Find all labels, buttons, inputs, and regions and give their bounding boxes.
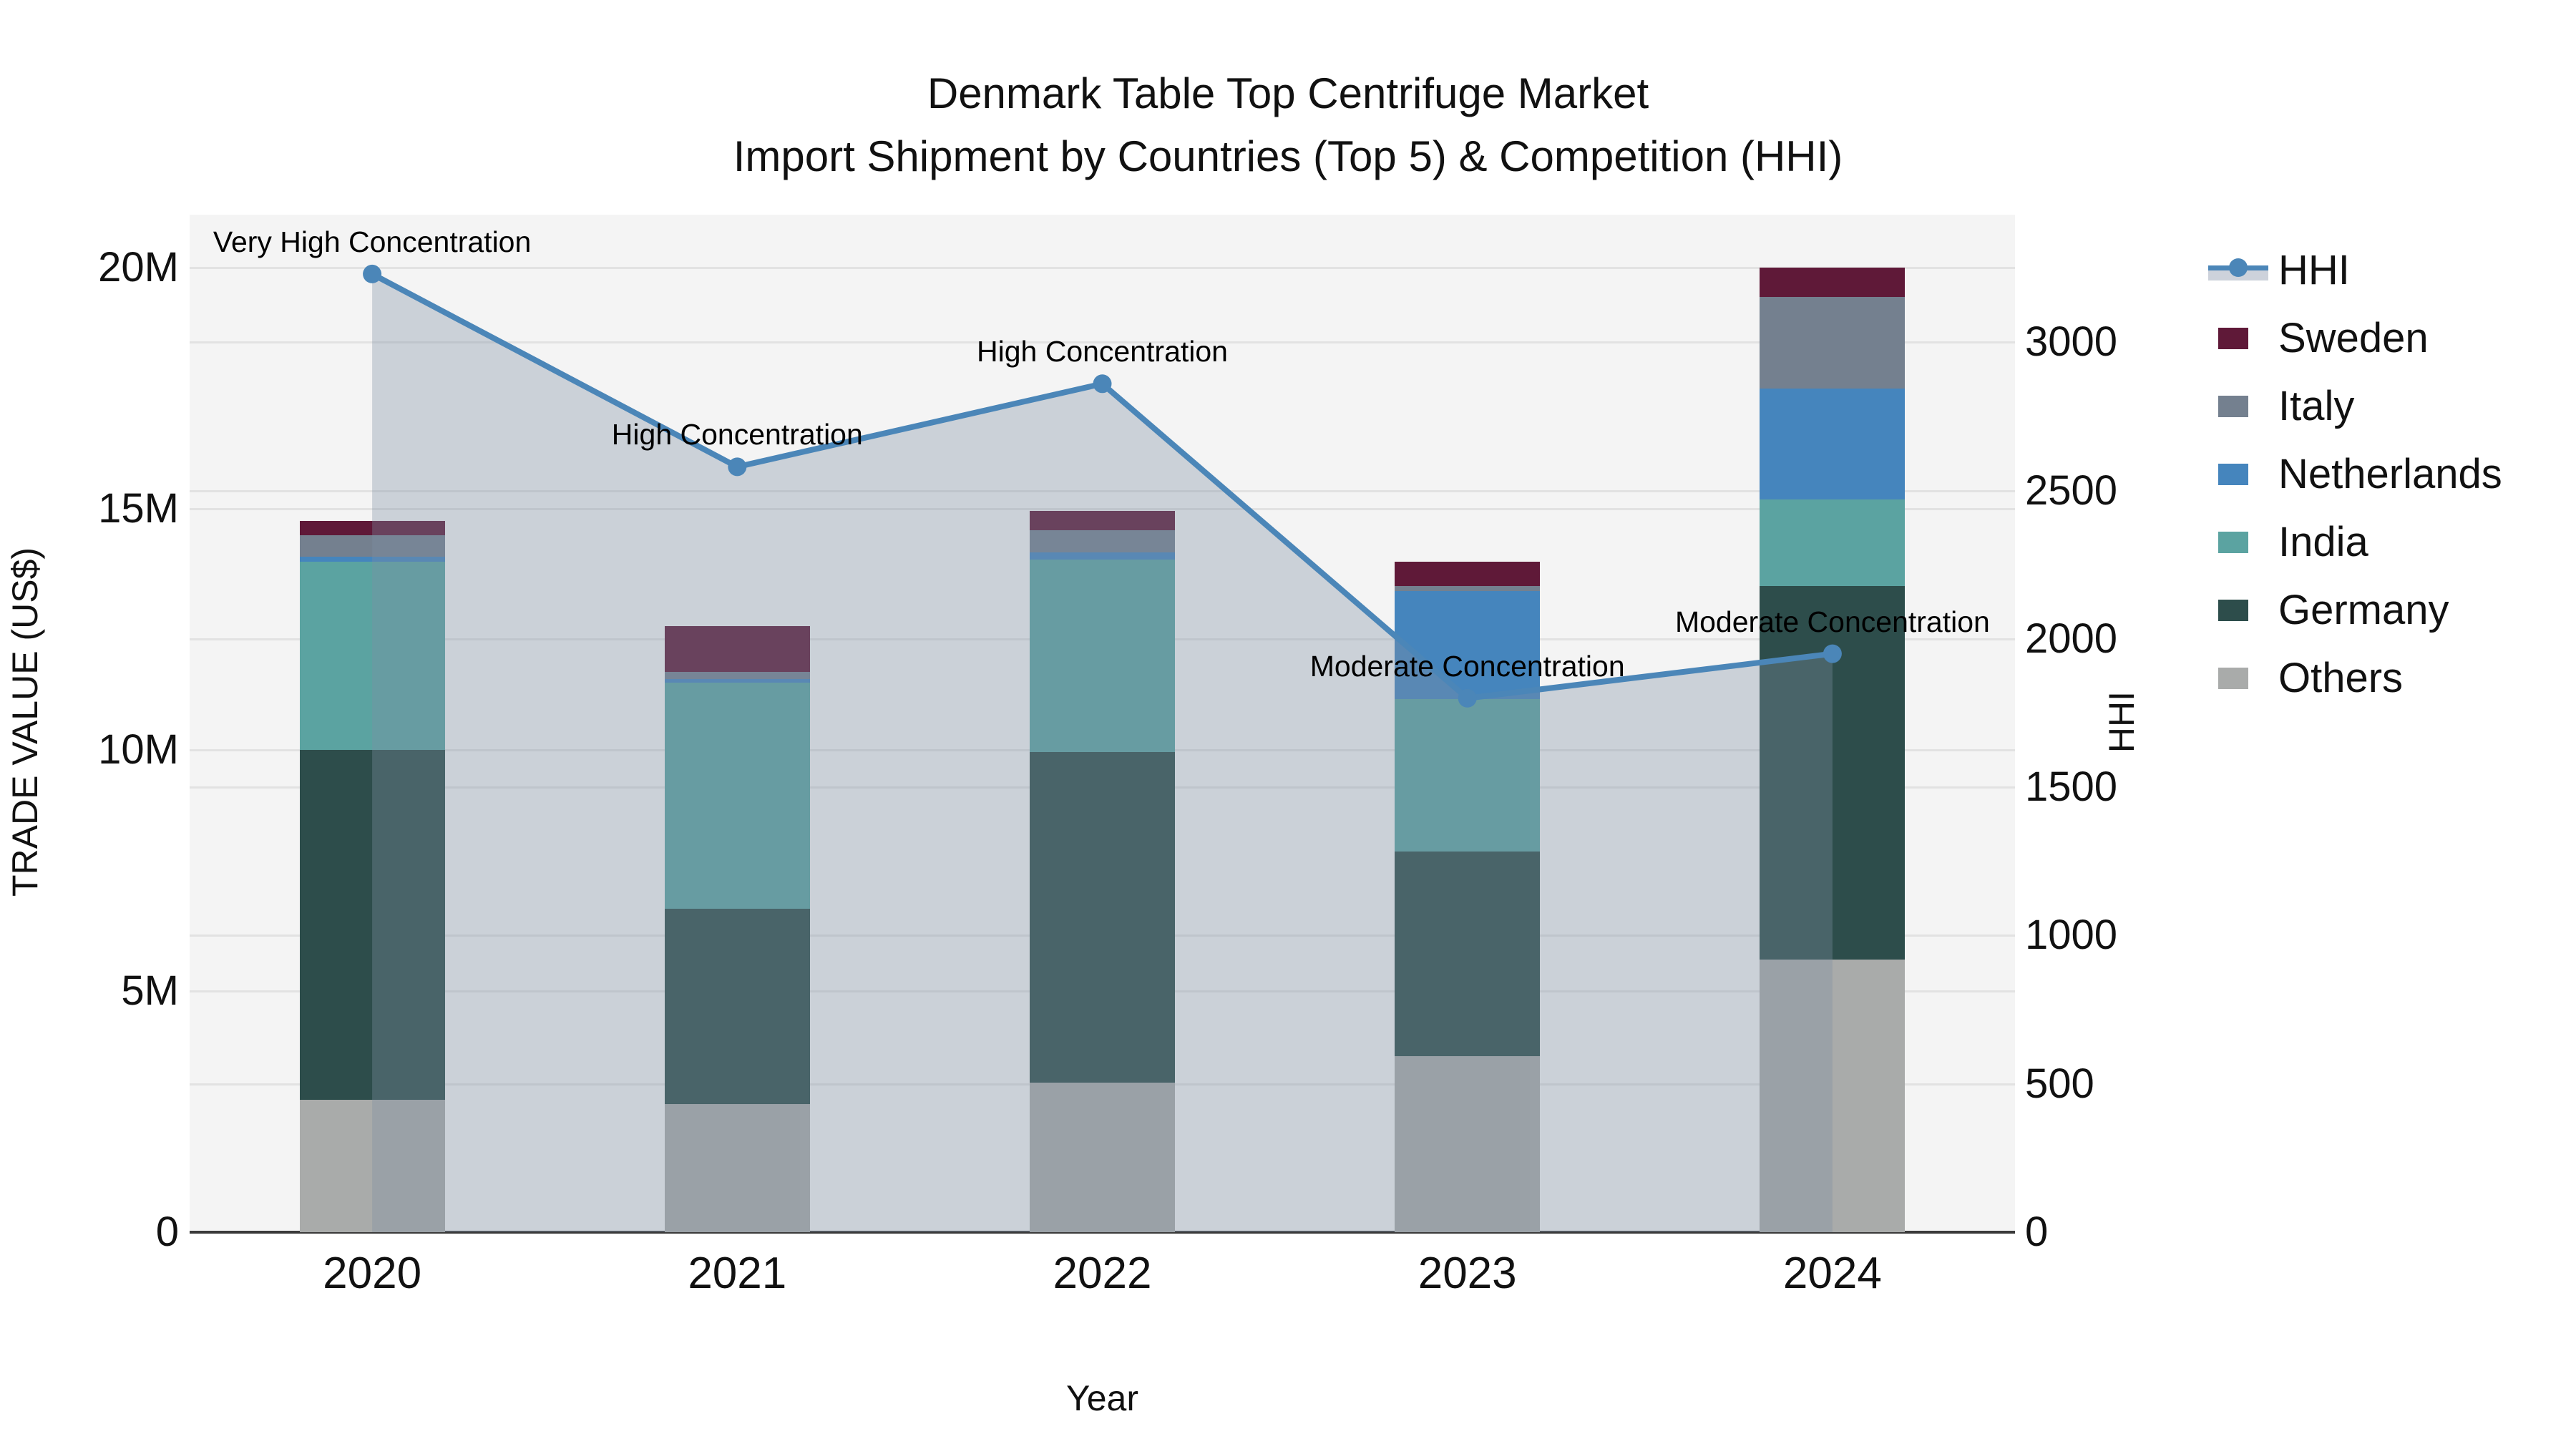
bar-segment-italy-2020[interactable] — [299, 535, 445, 557]
legend-swatch-germany — [2218, 599, 2248, 621]
legend-label-hhi: HHI — [2278, 247, 2350, 293]
hhi-line-legend-icon — [2208, 258, 2268, 283]
bar-segment-netherlands-2020[interactable] — [299, 557, 445, 562]
legend-item-germany[interactable]: Germany — [2218, 576, 2502, 644]
legend: HHI Sweden Italy Netherlands India Germany Oth… — [2208, 236, 2502, 712]
bar-segment-italy-2023[interactable] — [1395, 585, 1541, 591]
y-right-tick-2500: 2500 — [2025, 467, 2118, 514]
bar-segment-india-2023[interactable] — [1395, 699, 1541, 852]
chart-title: Denmark Table Top Centrifuge Market — [927, 69, 1649, 117]
legend-label-others: Others — [2278, 655, 2404, 701]
bar-segment-netherlands-2022[interactable] — [1030, 552, 1175, 560]
annotation-2022: High Concentration — [977, 335, 1228, 369]
bar-segment-india-2020[interactable] — [299, 562, 445, 751]
bar-segment-italy-2022[interactable] — [1030, 530, 1175, 552]
bar-segment-others-2020[interactable] — [299, 1099, 445, 1232]
x-tick-2021: 2021 — [688, 1249, 787, 1298]
bar-segment-others-2024[interactable] — [1760, 960, 1906, 1232]
y-left-tick-20M: 20M — [98, 244, 179, 291]
legend-label-germany: Germany — [2278, 587, 2449, 633]
legend-item-italy[interactable]: Italy — [2218, 372, 2502, 440]
bar-segment-germany-2020[interactable] — [299, 750, 445, 1100]
y-right-tick-500: 500 — [2025, 1060, 2094, 1107]
x-axis-line — [190, 1231, 2015, 1234]
x-tick-2022: 2022 — [1053, 1249, 1152, 1298]
legend-label-italy: Italy — [2278, 383, 2355, 429]
legend-swatch-netherlands — [2218, 463, 2248, 485]
x-tick-2024: 2024 — [1782, 1249, 1882, 1298]
annotation-2024: Moderate Concentration — [1674, 605, 1990, 638]
y-left-tick-10M: 10M — [98, 726, 179, 774]
legend-label-sweden: Sweden — [2278, 315, 2429, 361]
y-right-tick-1500: 1500 — [2025, 763, 2118, 811]
bar-segment-india-2024[interactable] — [1760, 499, 1906, 586]
y-right-tick-2000: 2000 — [2025, 615, 2118, 662]
chart-subtitle: Import Shipment by Countries (Top 5) & C… — [733, 132, 1843, 180]
legend-item-sweden[interactable]: Sweden — [2218, 304, 2502, 372]
bar-segment-india-2021[interactable] — [664, 682, 810, 909]
bar-segment-india-2022[interactable] — [1030, 559, 1175, 753]
bar-segment-sweden-2023[interactable] — [1395, 562, 1541, 586]
y-right-tick-1000: 1000 — [2025, 912, 2118, 959]
legend-label-netherlands: Netherlands — [2278, 451, 2502, 497]
bar-segment-others-2021[interactable] — [664, 1104, 810, 1232]
y-left-axis-title: TRADE VALUE (US$) — [5, 547, 45, 897]
y-left-tick-15M: 15M — [98, 485, 179, 532]
y-right-tick-0: 0 — [2025, 1209, 2049, 1255]
y-right-tick-3000: 3000 — [2025, 318, 2118, 366]
y-right-axis-title: HHI — [2102, 691, 2142, 753]
legend-item-india[interactable]: India — [2218, 508, 2502, 576]
bar-segment-others-2022[interactable] — [1030, 1083, 1175, 1232]
bar-segment-netherlands-2024[interactable] — [1760, 388, 1906, 499]
bar-segment-germany-2024[interactable] — [1760, 585, 1906, 960]
bar-segment-others-2023[interactable] — [1395, 1056, 1541, 1232]
bar-segment-italy-2024[interactable] — [1760, 296, 1906, 389]
gridline-right-2500 — [190, 489, 2015, 492]
legend-item-hhi[interactable]: HHI — [2208, 236, 2502, 304]
bar-segment-germany-2021[interactable] — [664, 909, 810, 1105]
annotation-2021: High Concentration — [611, 418, 863, 452]
bar-segment-sweden-2022[interactable] — [1030, 511, 1175, 531]
x-axis-title: Year — [1065, 1378, 1139, 1418]
legend-item-netherlands[interactable]: Netherlands — [2218, 440, 2502, 508]
x-tick-2020: 2020 — [323, 1249, 422, 1298]
y-left-tick-5M: 5M — [121, 967, 179, 1015]
annotation-2020: Very High Concentration — [213, 225, 532, 258]
legend-swatch-others — [2218, 667, 2248, 689]
bar-segment-sweden-2020[interactable] — [299, 520, 445, 536]
bar-segment-germany-2023[interactable] — [1395, 851, 1541, 1056]
bar-segment-sweden-2024[interactable] — [1760, 268, 1906, 297]
bar-segment-germany-2022[interactable] — [1030, 752, 1175, 1083]
y-left-tick-0: 0 — [155, 1209, 179, 1255]
gridline-left-15M — [190, 508, 2015, 511]
legend-label-india: India — [2278, 519, 2368, 565]
bar-segment-italy-2021[interactable] — [664, 671, 810, 679]
legend-swatch-sweden — [2218, 327, 2248, 349]
x-tick-2023: 2023 — [1418, 1249, 1517, 1298]
annotation-2023: Moderate Concentration — [1309, 649, 1625, 683]
legend-item-others[interactable]: Others — [2218, 644, 2502, 712]
legend-swatch-italy — [2218, 395, 2248, 417]
bar-segment-sweden-2021[interactable] — [664, 625, 810, 672]
legend-swatch-india — [2218, 531, 2248, 553]
bar-segment-netherlands-2021[interactable] — [664, 678, 810, 683]
gridline-left-20M — [190, 267, 2015, 270]
